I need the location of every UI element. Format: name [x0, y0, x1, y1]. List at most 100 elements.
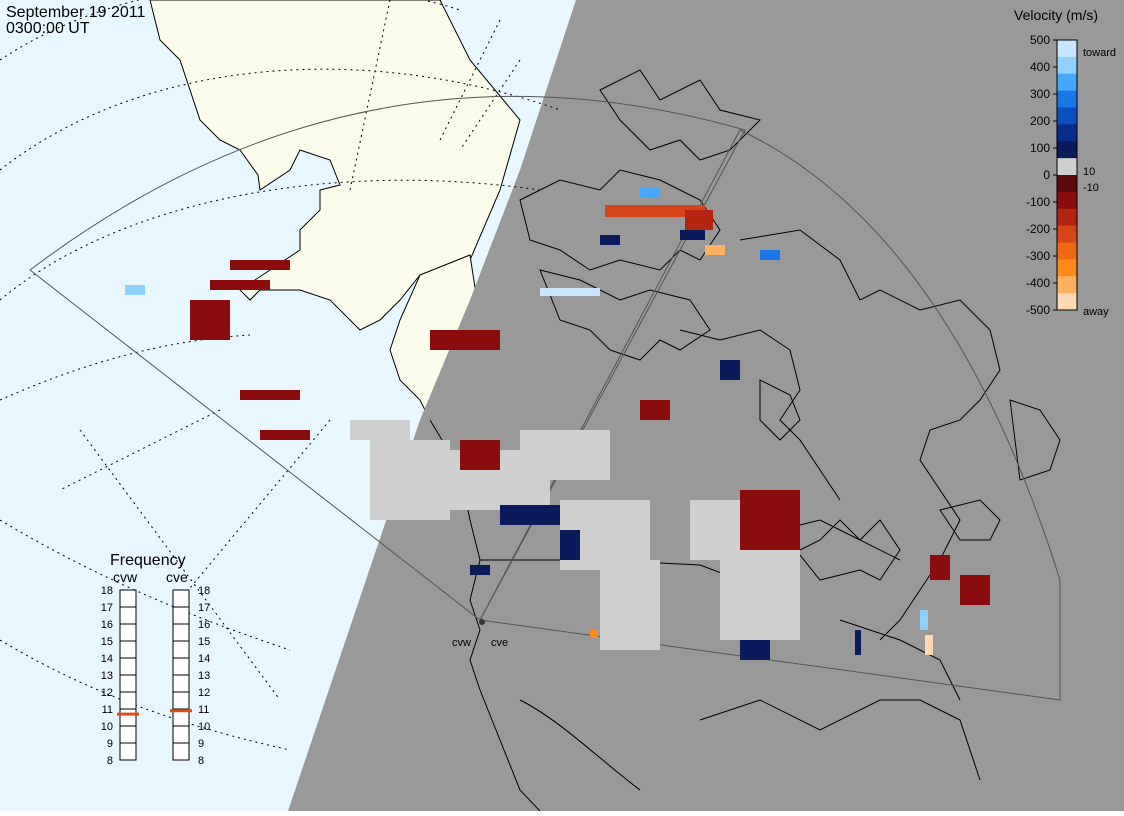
colorbar-tick-label: 0	[1043, 168, 1050, 182]
echo-cell	[960, 575, 990, 605]
night-region	[288, 0, 1124, 811]
echo-cell	[460, 440, 500, 470]
echo-cell	[705, 245, 725, 255]
echo-cell	[920, 610, 928, 630]
frequency-scale-label: 12	[101, 687, 113, 699]
radar-sites: cvw cve	[452, 619, 508, 649]
frequency-scale-label: 15	[198, 636, 210, 648]
echo-cell	[590, 630, 598, 638]
frequency-scale-label: 14	[101, 653, 113, 665]
echo-cell	[740, 640, 770, 660]
echo-cell	[520, 430, 610, 480]
echo-cell	[685, 210, 713, 230]
colorbar-cell	[1057, 242, 1077, 260]
frequency-panel: Frequency cvw cve 18 18 17 17 16 16 15 15 14 14 13…	[101, 552, 211, 767]
colorbar-tick-label: -500	[1026, 303, 1050, 317]
colorbar-title: Velocity (m/s)	[1014, 7, 1098, 23]
frequency-scale-label: 16	[101, 619, 113, 631]
colorbar-cell	[1057, 259, 1077, 277]
colorbar-cell	[1057, 107, 1077, 125]
colorbar-cell	[1057, 175, 1077, 193]
colorbar-cell	[1057, 124, 1077, 142]
echo-cell	[600, 560, 660, 650]
echo-cell	[500, 505, 560, 525]
colorbar-tick-label: 400	[1030, 60, 1050, 74]
site-label-cvw: cvw	[452, 637, 471, 649]
colorbar-tick-label: 100	[1030, 141, 1050, 155]
frequency-title: Frequency	[110, 552, 186, 569]
frequency-scale-label: 11	[198, 704, 209, 716]
colorbar-cell	[1057, 293, 1077, 311]
echo-cell	[350, 420, 410, 440]
frequency-scale-label: 18	[198, 585, 210, 597]
site-marker	[479, 619, 485, 625]
echo-cell	[125, 285, 145, 295]
frequency-scale-label: 17	[101, 602, 113, 614]
echo-cell	[230, 260, 290, 270]
colorbar-cell	[1057, 141, 1077, 159]
echo-cell	[470, 565, 490, 575]
colorbar-tick-label: -300	[1026, 249, 1050, 263]
echo-cell	[540, 288, 600, 296]
frequency-scale-label: 9	[198, 738, 204, 750]
echo-cell	[190, 300, 230, 340]
frequency-radar-cve: cve	[166, 569, 188, 585]
echo-cell	[640, 400, 670, 420]
colorbar-scale	[1057, 40, 1077, 311]
frequency-scale-label: 11	[102, 704, 113, 716]
frequency-scale-label: 13	[198, 670, 210, 682]
backscatter-echoes	[125, 188, 990, 660]
site-label-cve: cve	[491, 637, 508, 649]
echo-cell	[560, 530, 580, 560]
label-toward: toward	[1083, 47, 1116, 59]
colorbar-cell	[1057, 40, 1077, 58]
frequency-scale-label: 10	[101, 721, 113, 733]
colorbar-cell	[1057, 158, 1077, 176]
frequency-scale-label: 10	[198, 721, 210, 733]
echo-cell	[760, 250, 780, 260]
fields-of-view	[29, 95, 1061, 701]
echo-cell	[925, 635, 933, 655]
frequency-scale-label: 16	[198, 619, 210, 631]
echo-cell	[430, 330, 500, 350]
echo-cell	[600, 235, 620, 245]
echo-cell	[605, 205, 705, 217]
echo-cell	[210, 280, 270, 290]
colorbar-tick-label: 500	[1030, 33, 1050, 47]
echo-cell	[260, 430, 310, 440]
frequency-radar-cvw: cvw	[113, 569, 138, 585]
colorbar-ticks: 500 400 300 200 100 0 -100 -200 -300 -400 -500	[1026, 33, 1057, 317]
frequency-scale-label: 15	[101, 636, 113, 648]
colorbar-cell	[1057, 191, 1077, 210]
frequency-scale-label: 8	[107, 755, 113, 767]
echo-cell	[855, 630, 861, 655]
frequency-scale-label: 14	[198, 653, 210, 665]
time-label: 0300:00 UT	[6, 20, 90, 37]
frequency-scale-label: 18	[101, 585, 113, 597]
colorbar-cell	[1057, 56, 1077, 75]
colorbar-cell	[1057, 208, 1077, 227]
colorbar-cell	[1057, 225, 1077, 244]
frequency-scale-label: 9	[107, 738, 113, 750]
colorbar-cell	[1057, 90, 1077, 109]
label-pos10: 10	[1083, 166, 1095, 178]
frequency-scale: 18 18 17 17 16 16 15 15 14 14 13 13 12 12 11 11 10 10 9 9 8 8	[101, 585, 211, 767]
echo-cell	[240, 390, 300, 400]
frequency-scale-label: 8	[198, 755, 204, 767]
echo-cell	[720, 360, 740, 380]
frequency-column-cvw	[117, 589, 139, 761]
frequency-scale-label: 12	[198, 687, 210, 699]
colorbar-cell	[1057, 73, 1077, 92]
colorbar-tick-label: 200	[1030, 114, 1050, 128]
velocity-colorbar: Velocity (m/s) 500 400 300 200 100 0 -100 -200 -…	[1014, 7, 1116, 318]
frequency-scale-label: 13	[101, 670, 113, 682]
echo-cell	[640, 188, 660, 198]
colorbar-tick-label: 300	[1030, 87, 1050, 101]
frequency-column-cve	[170, 589, 192, 761]
frequency-scale-label: 17	[198, 602, 210, 614]
colorbar-cell	[1057, 276, 1077, 294]
label-away: away	[1083, 306, 1109, 318]
echo-cell	[680, 230, 705, 240]
